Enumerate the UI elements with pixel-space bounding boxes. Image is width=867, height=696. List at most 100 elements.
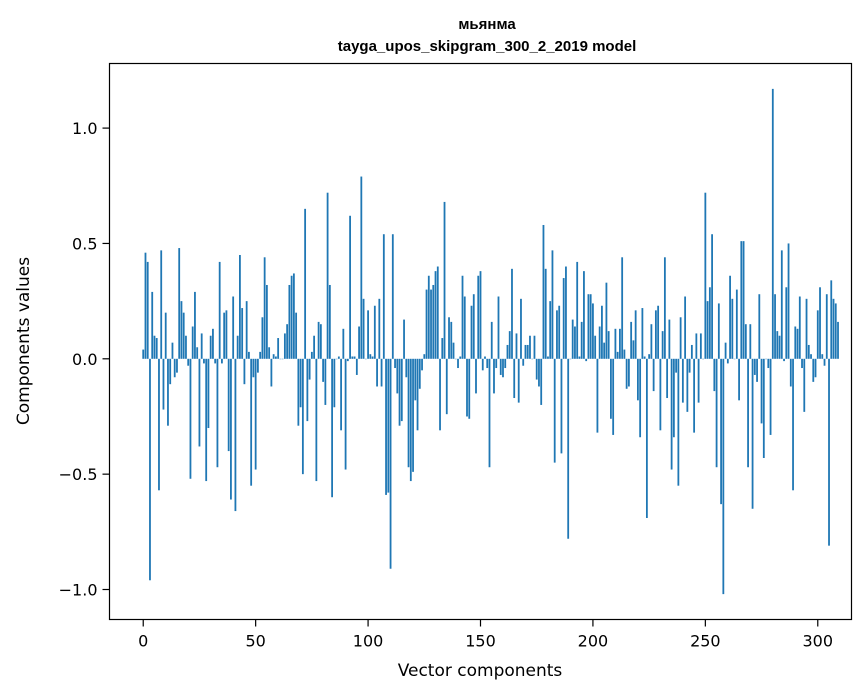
bar [346, 358, 349, 362]
bar [724, 342, 727, 359]
bar [337, 356, 340, 359]
bar [679, 317, 682, 359]
bar [666, 358, 669, 399]
bar [771, 88, 774, 359]
bar [344, 358, 347, 470]
bar [830, 280, 833, 359]
bar [726, 358, 729, 364]
bar [654, 310, 657, 359]
bar [729, 275, 731, 359]
bar [645, 358, 648, 518]
bar [610, 358, 612, 419]
bar [641, 308, 644, 359]
bar [499, 358, 502, 375]
bar [162, 358, 165, 410]
bar [601, 305, 603, 359]
bar [259, 351, 262, 359]
bar [378, 298, 381, 359]
bar [787, 243, 790, 359]
plot-frame [108, 62, 853, 621]
bar [367, 310, 369, 359]
bar [313, 335, 316, 359]
bar [565, 266, 567, 359]
bar [551, 250, 554, 359]
bar [735, 289, 738, 359]
bar [466, 358, 468, 417]
bar [794, 326, 797, 359]
bar [274, 356, 277, 359]
bar [762, 358, 765, 458]
bar [675, 358, 678, 373]
y-tick-label: 0.0 [72, 350, 97, 369]
bar [252, 358, 255, 378]
bar [297, 358, 300, 426]
bar [180, 301, 183, 359]
bar [457, 358, 459, 369]
y-tick-label: −0.5 [59, 465, 98, 484]
x-tick-label: 0 [138, 632, 148, 651]
bar [659, 358, 662, 431]
bar [373, 305, 376, 359]
bar [690, 344, 693, 359]
bar [194, 291, 196, 359]
bar [587, 294, 590, 359]
bar [317, 321, 320, 359]
bar [715, 358, 718, 468]
bar [185, 335, 187, 359]
bar [362, 298, 365, 359]
bar [342, 328, 345, 359]
bar [461, 275, 464, 359]
bar [277, 338, 280, 359]
bar [798, 296, 801, 359]
bar [515, 333, 518, 359]
bar [810, 354, 812, 359]
x-tick-label: 150 [465, 632, 496, 651]
bar [248, 351, 250, 359]
bar [560, 358, 563, 454]
bar [805, 298, 808, 359]
bar [740, 241, 743, 359]
bar [567, 358, 570, 539]
bar [212, 328, 214, 359]
bar [425, 289, 428, 359]
bar [232, 296, 235, 359]
bar [688, 358, 691, 373]
bar [187, 358, 190, 366]
chart-subtitle: tayga_upos_skipgram_300_2_2019 model [338, 38, 637, 55]
bar [200, 333, 203, 359]
bar [450, 321, 453, 359]
bar [405, 358, 408, 378]
bar [760, 358, 763, 424]
bar [668, 319, 671, 359]
x-tick-label: 300 [802, 632, 833, 651]
bar [711, 234, 713, 359]
bar [812, 358, 815, 382]
bar [261, 317, 264, 359]
bar [720, 358, 722, 505]
bar [387, 358, 390, 493]
bar [265, 284, 268, 359]
bar [355, 358, 358, 375]
bar [430, 289, 432, 359]
bar [517, 358, 520, 403]
bar [594, 335, 597, 359]
bar [592, 303, 594, 359]
bar [493, 358, 495, 394]
y-axis-label: Components values [14, 257, 34, 425]
bar [747, 358, 749, 468]
bar [436, 266, 439, 359]
bar [331, 358, 333, 498]
bar [713, 358, 716, 392]
bar [549, 301, 552, 359]
bar [513, 358, 516, 399]
bar [360, 176, 363, 359]
bar [484, 356, 486, 359]
bar [774, 294, 776, 359]
bar [225, 310, 228, 359]
bar [369, 354, 372, 359]
bar [722, 358, 725, 595]
bar [288, 284, 291, 359]
bar [207, 358, 210, 429]
bar [176, 358, 178, 373]
bar [160, 250, 163, 359]
